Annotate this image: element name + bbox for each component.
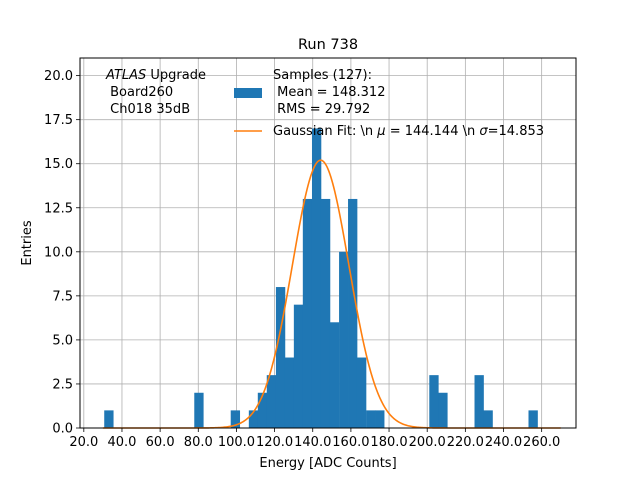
histogram-bar [293, 304, 304, 428]
histogram-bar [302, 198, 313, 428]
histogram-bar [348, 198, 358, 428]
x-tick-label: 160.0 [332, 435, 369, 450]
histogram-bar [275, 287, 286, 428]
y-tick-label: 10.0 [44, 245, 73, 260]
y-tick-label: 15.0 [44, 157, 73, 172]
atlas-annotation: ATLAS Upgrade Board260 Ch018 35dB [105, 68, 206, 117]
x-tick-label: 260.0 [523, 435, 560, 450]
legend-fit-mid: = 144.144 \n [386, 124, 480, 139]
histogram-bar [339, 251, 349, 428]
legend-fit-prefix: Gaussian Fit: \n [273, 124, 377, 139]
y-tick-label: 12.5 [44, 201, 73, 216]
legend-fit-suffix: =14.853 [488, 124, 544, 139]
legend-samples-swatch [234, 88, 262, 98]
histogram-bar [248, 410, 259, 428]
annotation-line-2: Board260 [106, 85, 173, 100]
histogram-bar [104, 410, 114, 428]
legend-samples-line-3: RMS = 29.792 [273, 102, 370, 117]
plot-frame [79, 57, 577, 429]
x-tick-label: 20.0 [69, 435, 98, 450]
histogram-bar [474, 375, 484, 428]
histogram-bar [320, 198, 331, 428]
annotation-line-1: ATLAS Upgrade [105, 68, 206, 83]
legend-fit-sigma-symbol: σ [479, 124, 488, 139]
legend: Samples (127): Mean = 148.312 RMS = 29.7… [234, 68, 544, 139]
histogram-bar [528, 410, 538, 428]
x-tick-label: 220.0 [447, 435, 484, 450]
y-tick-label: 0.0 [52, 422, 73, 437]
histogram-bar [366, 410, 376, 428]
chart-title: Run 738 [298, 37, 358, 53]
histogram-bar [438, 392, 448, 428]
histogram-bar [311, 128, 322, 428]
x-tick-label: 40.0 [107, 435, 136, 450]
x-tick-label: 200.0 [409, 435, 446, 450]
y-tick-label: 17.5 [44, 113, 73, 128]
histogram-bar [483, 410, 493, 428]
y-tick-label: 20.0 [44, 69, 73, 84]
histogram-bar [429, 375, 439, 428]
x-tick-label: 180.0 [370, 435, 407, 450]
x-tick-label: 60.0 [146, 435, 175, 450]
y-tick-label: 5.0 [52, 333, 73, 348]
legend-fit-label: Gaussian Fit: \n μ = 144.144 \n σ=14.853 [273, 124, 544, 139]
histogram-bar [356, 357, 367, 428]
histogram-bar [329, 322, 340, 428]
x-tick-label: 120.0 [256, 435, 293, 450]
legend-fit-mu-symbol: μ [376, 124, 385, 139]
histogram-bar [194, 392, 204, 428]
y-axis-label: Entries [20, 220, 35, 266]
histogram-bar [375, 410, 385, 428]
histogram-bar [284, 357, 295, 428]
histogram-bar [266, 375, 277, 428]
x-tick-label: 240.0 [485, 435, 522, 450]
annotation-atlas: ATLAS [105, 68, 146, 83]
x-tick-label: 100.0 [218, 435, 255, 450]
x-tick-label: 80.0 [184, 435, 213, 450]
legend-samples-line-2: Mean = 148.312 [273, 85, 385, 100]
y-tick-label: 2.5 [52, 377, 73, 392]
annotation-upgrade: Upgrade [146, 68, 206, 83]
y-tick-label: 7.5 [52, 289, 73, 304]
histogram-bar [230, 410, 241, 428]
x-axis-label: Energy [ADC Counts] [259, 456, 396, 471]
x-tick-label: 140.0 [294, 435, 331, 450]
annotation-line-3: Ch018 35dB [106, 102, 190, 117]
y-axis-ticks: 0.0 2.5 5.0 7.5 10.0 12.5 15.0 17.5 20.0 [44, 69, 80, 437]
x-axis-ticks: 20.0 40.0 60.0 80.0 100.0 120.0 140.0 160.0 180.… [69, 428, 560, 450]
legend-samples-line-1: Samples (127): [273, 68, 372, 83]
histogram-bar [257, 392, 268, 428]
histogram-bars [104, 128, 538, 428]
